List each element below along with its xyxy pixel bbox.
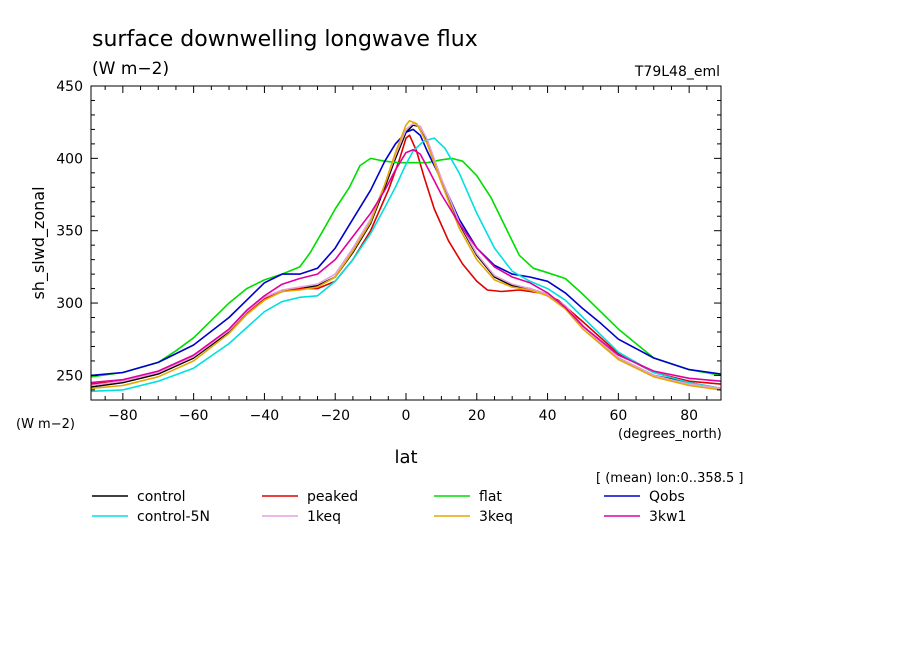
y-tick-label: 250 [56,368,83,384]
x-tick-label: −60 [179,408,209,424]
legend-label: Qobs [649,489,685,505]
y-tick-label: 300 [56,296,83,312]
x-axis-label: lat [394,447,417,468]
x-tick-label: −80 [108,408,138,424]
series-line-3kw1 [91,148,721,384]
legend-item: Qobs [604,489,685,505]
averaging-note: [ (mean) lon:0..358.5 ] [596,471,744,486]
legend-label: control-5N [137,509,210,525]
series-line-3keq [91,119,721,391]
legend-item: flat [434,489,502,505]
x-tick-label: 40 [539,408,557,424]
legend-item: 1keq [262,509,341,525]
x-tick-label: −20 [320,408,350,424]
x-tick-label: 0 [402,408,411,424]
x-tick-label: 80 [680,408,698,424]
legend-item: control [92,489,186,505]
series-line-qobs [91,128,721,377]
legend: control peaked flat Qobs control-5N 1keq 3keq 3… [92,489,686,525]
y-tick-label: 400 [56,151,83,167]
legend-item: peaked [262,489,358,505]
legend-item: control-5N [92,509,210,525]
chart-subtitle: (W m−2) [92,59,169,79]
chart-title: surface downwelling longwave flux [92,27,478,52]
x-tick-label: 60 [609,408,627,424]
legend-label: flat [479,489,502,505]
x-axis-units: (degrees_north) [618,427,722,442]
legend-label: 1keq [307,509,341,525]
x-tick-label: 20 [468,408,486,424]
legend-label: peaked [307,489,358,505]
run-label: T79L48_eml [634,64,720,80]
series-layer [91,119,721,393]
x-tick-label: −40 [250,408,280,424]
y-tick-label: 350 [56,224,83,240]
legend-item: 3keq [434,509,513,525]
legend-label: 3keq [479,509,513,525]
legend-label: control [137,489,186,505]
legend-item: 3kw1 [604,509,686,525]
y-tick-label: 450 [56,79,83,95]
y-axis-units: (W m−2) [16,417,75,432]
y-axis-label: sh_slwd_zonal [29,186,49,299]
axes: −80 −60 −40 −20 0 20 40 60 80 250 300 350 400 450 [56,79,722,424]
legend-label: 3kw1 [649,509,686,525]
series-line-peaked [91,134,721,385]
series-line-control-5n [91,137,721,393]
